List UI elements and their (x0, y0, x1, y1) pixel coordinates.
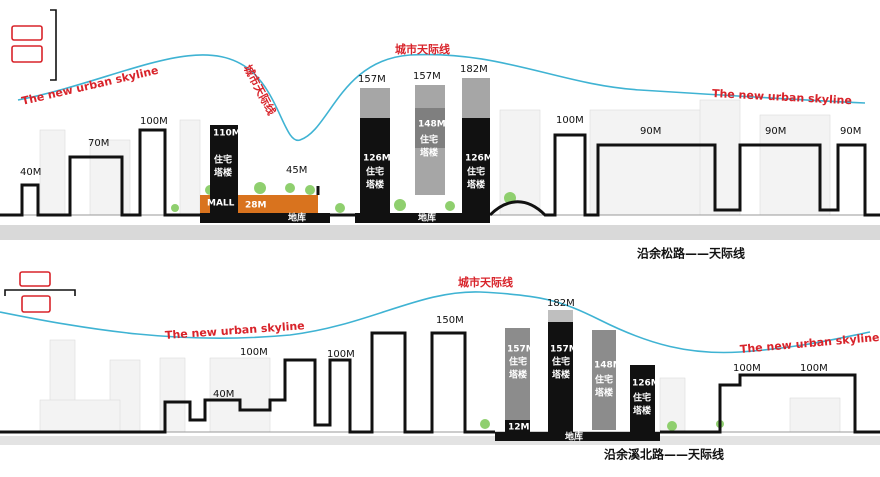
tower-label: 塔楼 (595, 387, 613, 399)
tower (462, 118, 490, 215)
mall-label: MALL (207, 199, 235, 209)
height-label: 126M (363, 154, 391, 164)
height-label: 12M (508, 423, 530, 433)
curve-label: The new urban skyline (20, 64, 159, 108)
skyline (0, 331, 880, 434)
top-panel: The new urban skyline 城市天际线 城市天际线 The ne… (0, 9, 880, 261)
tower-label: 塔楼 (509, 369, 527, 381)
height-label: 157M (358, 74, 386, 85)
height-label: 148M (418, 120, 446, 130)
height-label: 70M (88, 138, 109, 149)
height-label: 45M (286, 165, 307, 176)
tower-top (548, 310, 573, 322)
tower-label: 住宅 (214, 154, 232, 166)
tower (592, 330, 616, 430)
basement-label: 地库 (418, 212, 436, 224)
tower-label: 塔楼 (633, 405, 651, 417)
curve-label: 城市天际线 (241, 62, 279, 117)
height-label: 100M (733, 363, 761, 374)
height-label: 157M (413, 71, 441, 82)
height-label: 148M (594, 361, 622, 371)
tower-label: 塔楼 (366, 179, 384, 191)
skyline-curve (0, 291, 871, 354)
icon (11, 9, 57, 81)
tower-label: 住宅 (509, 356, 527, 368)
tower-label: 住宅 (420, 134, 438, 146)
tower-label: 塔楼 (214, 167, 232, 179)
height-label: 90M (765, 126, 786, 137)
tower-top (360, 88, 390, 118)
tower-label: 住宅 (595, 374, 613, 386)
tower (548, 322, 573, 432)
basement (200, 213, 330, 223)
height-label: 110M (213, 129, 241, 139)
basement (355, 213, 490, 223)
tower-label: 住宅 (552, 356, 570, 368)
height-label: 126M (465, 154, 493, 164)
curve-label: 城市天际线 (395, 42, 450, 56)
tower (210, 125, 238, 215)
height-label: 100M (556, 115, 584, 126)
tower-base (505, 420, 530, 432)
mall-height: 28M (245, 201, 267, 211)
height-label: 40M (213, 389, 234, 400)
bottom-panel: 城市天际线 The new urban skyline The new urba… (0, 271, 880, 462)
tower-label: 塔楼 (467, 179, 485, 191)
height-label: 182M (547, 298, 575, 309)
height-label: 100M (140, 116, 168, 127)
curve-label: The new urban skyline (739, 331, 880, 356)
tower-label: 住宅 (467, 166, 485, 178)
tower-top (462, 78, 490, 118)
tower-label: 住宅 (633, 392, 651, 404)
height-label: 100M (240, 347, 268, 358)
height-label: 90M (640, 126, 661, 137)
tower (360, 118, 390, 215)
road (0, 225, 880, 240)
background-buildings (39, 339, 841, 433)
height-label: 157M (550, 345, 578, 355)
caption: 沿余松路——天际线 (636, 246, 745, 261)
icon (4, 271, 76, 313)
height-label: 126M (632, 379, 660, 389)
tower-band (415, 108, 445, 148)
road (0, 436, 880, 445)
tower-label: 住宅 (366, 166, 384, 178)
height-label: 182M (460, 64, 488, 75)
tower (505, 328, 530, 420)
height-label: 40M (20, 167, 41, 178)
basement-label: 地库 (565, 431, 583, 443)
basement-label: 地库 (288, 212, 306, 224)
height-label: 150M (436, 315, 464, 326)
tower (630, 365, 655, 432)
height-label: 100M (800, 363, 828, 374)
tower-label: 塔楼 (420, 147, 438, 159)
height-label: 90M (840, 126, 861, 137)
curve-label: 城市天际线 (458, 275, 513, 289)
skyline-curve (17, 53, 866, 141)
basement (495, 432, 660, 441)
tower-label: 塔楼 (552, 369, 570, 381)
height-label: 157M (507, 345, 535, 355)
skyline (0, 128, 880, 217)
height-label: 100M (327, 349, 355, 360)
caption: 沿余溪北路——天际线 (603, 447, 724, 462)
